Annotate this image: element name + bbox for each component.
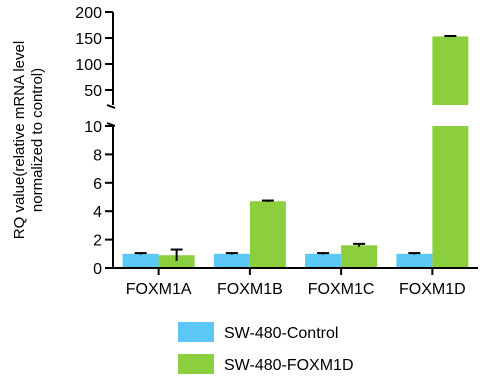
bar-sw-480-foxm1d-foxm1b — [249, 201, 286, 268]
axis-break-mark-upper — [106, 104, 116, 109]
y-tick-label-lower: 0 — [93, 261, 102, 278]
y-tick-label-lower: 6 — [93, 176, 102, 193]
bar-sw-480-control-foxm1b — [213, 253, 250, 268]
bar-sw-480-foxm1d-foxm1a — [158, 255, 195, 268]
y-tick-label-lower: 10 — [84, 119, 102, 136]
legend-label: SW-480-Control — [224, 325, 338, 342]
bar-sw-480-foxm1d-foxm1c — [341, 245, 378, 268]
y-tick-label-upper: 100 — [75, 57, 102, 74]
y-tick-label-lower: 2 — [93, 233, 102, 250]
y-tick-label-upper: 150 — [75, 31, 102, 48]
x-axis: FOXM1A FOXM1B FOXM1C FOXM1D — [113, 267, 478, 298]
bar-sw-480-control-foxm1a — [122, 253, 159, 268]
y-axis-title-line: RQ value(relative mRNA level — [11, 41, 28, 239]
y-axis-title-line: normalized to control) — [29, 68, 46, 212]
bar-sw-480-control-foxm1d — [396, 253, 433, 268]
y-axis-title: RQ value(relative mRNA levelnormalized t… — [11, 41, 46, 239]
bars — [122, 35, 469, 268]
bar-sw-480-control-foxm1c — [305, 253, 342, 268]
axis-break-mark-lower — [106, 122, 116, 127]
y-tick-label-lower: 8 — [93, 147, 102, 164]
bar-sw-480-foxm1d-foxm1d-upper — [432, 36, 469, 105]
legend: SW-480-Control SW-480-FOXM1D — [178, 322, 354, 374]
x-tick-label: FOXM1C — [308, 281, 375, 298]
bar-sw-480-foxm1d-foxm1d-lower — [432, 126, 469, 268]
x-tick-label: FOXM1A — [126, 281, 192, 298]
x-tick-label: FOXM1D — [399, 281, 466, 298]
legend-swatch — [178, 322, 214, 342]
legend-label: SW-480-FOXM1D — [224, 357, 354, 374]
legend-swatch — [178, 354, 214, 374]
y-tick-label-upper: 200 — [75, 5, 102, 22]
y-tick-label-upper: 50 — [84, 83, 102, 100]
y-tick-label-lower: 4 — [93, 204, 102, 221]
y-axis-lower: 0 2 4 6 8 10 — [84, 119, 116, 278]
y-axis-label: RQ value(relative mRNA levelnormalized t… — [11, 41, 46, 239]
y-axis-upper: 50 100 150 200 — [75, 5, 116, 109]
x-tick-label: FOXM1B — [217, 281, 283, 298]
